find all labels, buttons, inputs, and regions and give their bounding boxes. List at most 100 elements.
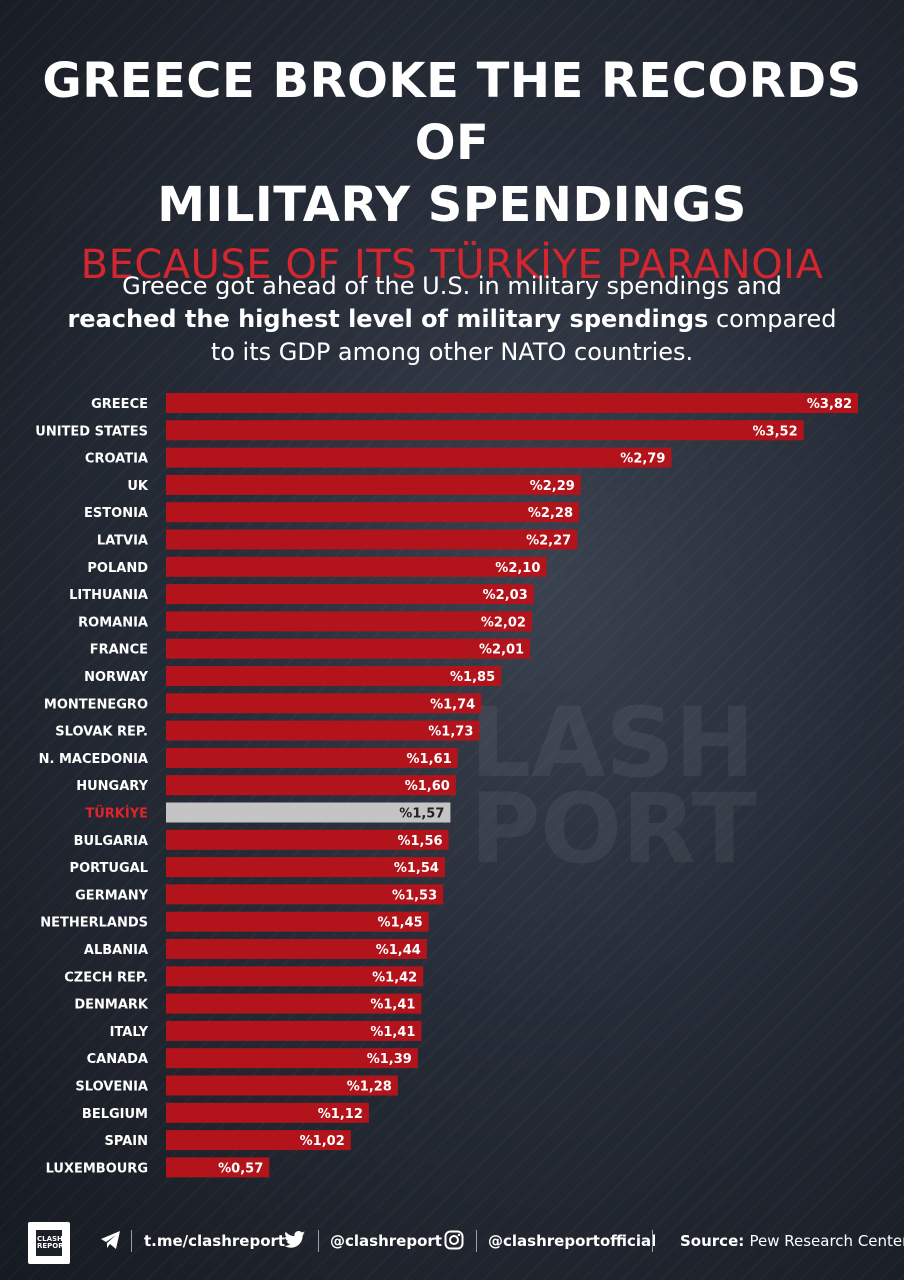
category-label-8: ROMANIA (78, 615, 148, 630)
value-label-20: %1,44 (376, 943, 421, 958)
value-label-2: %2,79 (620, 452, 665, 467)
value-label-25: %1,28 (347, 1080, 392, 1095)
value-label-10: %1,85 (450, 670, 495, 685)
value-label-27: %1,02 (300, 1134, 345, 1149)
value-label-26: %1,12 (318, 1107, 363, 1122)
category-label-6: POLAND (87, 561, 148, 576)
category-label-20: ALBANIA (84, 943, 148, 958)
description: Greece got ahead of the U.S. in military… (40, 270, 864, 369)
category-label-9: FRANCE (90, 643, 148, 658)
source-credit: Source: Pew Research Center (680, 1232, 904, 1250)
bar-11 (166, 693, 482, 714)
bar-0 (166, 393, 858, 413)
category-label-15: TÜRKİYE (85, 806, 148, 822)
category-label-26: BELGIUM (82, 1107, 148, 1122)
category-label-18: GERMANY (75, 888, 148, 903)
instagram-handle[interactable]: @clashreportofficial (488, 1232, 657, 1250)
bar-27 (166, 1130, 351, 1151)
instagram-icon (444, 1230, 464, 1250)
value-label-14: %1,60 (405, 779, 450, 794)
bar-2 (166, 447, 672, 468)
header: GREECE BROKE THE RECORDS OF MILITARY SPE… (0, 50, 904, 288)
bar-1 (166, 420, 804, 441)
category-label-5: LATVIA (97, 534, 148, 549)
bar-10 (166, 666, 502, 686)
bar-15 (166, 802, 451, 823)
value-label-16: %1,56 (397, 834, 442, 849)
bar-4 (166, 502, 580, 523)
value-label-28: %0,57 (218, 1161, 263, 1176)
category-label-13: N. MACEDONIA (39, 752, 148, 767)
divider (476, 1230, 477, 1252)
bar-25 (166, 1075, 398, 1096)
description-line-2-rest: compared (708, 305, 837, 333)
category-label-3: UK (127, 479, 149, 494)
logo-text-1: CLASH (37, 1235, 63, 1243)
bar-16 (166, 829, 449, 850)
value-label-11: %1,74 (430, 697, 475, 712)
bar-8 (166, 611, 532, 632)
category-label-24: CANADA (87, 1052, 148, 1067)
value-label-5: %2,27 (526, 534, 571, 549)
bar-3 (166, 474, 581, 495)
value-label-3: %2,29 (530, 479, 575, 494)
category-label-12: SLOVAK REP. (55, 725, 148, 740)
divider (652, 1230, 653, 1252)
title-line-2: MILITARY SPENDINGS (157, 177, 747, 233)
bar-6 (166, 556, 547, 577)
description-line-3: to its GDP among other NATO countries. (210, 338, 694, 366)
divider (131, 1230, 132, 1252)
description-line-2: reached the highest level of military sp… (40, 303, 864, 336)
bar-18 (166, 884, 444, 905)
telegram-link[interactable]: t.me/clashreport (144, 1232, 286, 1250)
source-label: Source: (680, 1232, 745, 1250)
bar-21 (166, 966, 424, 987)
value-label-17: %1,54 (394, 861, 439, 876)
title-line-1: GREECE BROKE THE RECORDS OF (42, 53, 862, 171)
watermark: LASH PORT (470, 687, 758, 886)
source-value: Pew Research Center (749, 1232, 904, 1250)
value-label-23: %1,41 (370, 1025, 415, 1040)
category-label-21: CZECH REP. (64, 970, 148, 985)
category-label-27: SPAIN (105, 1134, 148, 1149)
category-label-25: SLOVENIA (75, 1080, 148, 1095)
category-label-23: ITALY (110, 1025, 149, 1040)
value-label-18: %1,53 (392, 888, 437, 903)
value-label-6: %2,10 (495, 561, 540, 576)
category-label-0: GREECE (91, 397, 148, 412)
bar-17 (166, 857, 445, 878)
bar-12 (166, 720, 480, 741)
bar-22 (166, 993, 422, 1014)
value-label-22: %1,41 (370, 998, 415, 1013)
watermark-line-1: LASH (470, 687, 755, 799)
bar-7 (166, 584, 534, 605)
value-label-21: %1,42 (372, 970, 417, 985)
category-label-7: LITHUANIA (69, 588, 148, 603)
bar-9 (166, 638, 531, 659)
value-label-4: %2,28 (528, 506, 573, 521)
value-label-15: %1,57 (399, 807, 444, 822)
value-label-9: %2,01 (479, 643, 524, 658)
telegram-icon (101, 1231, 120, 1249)
bar-14 (166, 775, 456, 796)
category-label-19: NETHERLANDS (40, 916, 148, 931)
category-label-14: HUNGARY (76, 779, 148, 794)
value-label-13: %1,61 (407, 752, 452, 767)
category-label-4: ESTONIA (84, 506, 148, 521)
watermark-line-2: PORT (470, 773, 758, 886)
category-label-11: MONTENEGRO (44, 697, 148, 712)
value-label-19: %1,45 (378, 916, 423, 931)
category-label-22: DENMARK (74, 998, 149, 1013)
category-label-17: PORTUGAL (70, 861, 148, 876)
bar-28 (166, 1157, 270, 1178)
value-label-1: %3,52 (753, 424, 798, 439)
bar-24 (166, 1048, 418, 1069)
description-bold: reached the highest level of military sp… (67, 305, 709, 333)
clash-report-logo: CLASH REPORT (28, 1222, 70, 1264)
bar-20 (166, 939, 427, 959)
twitter-handle[interactable]: @clashreport (330, 1232, 442, 1250)
footer: CLASH REPORT t.me/clashreport @clashrepor… (0, 1218, 904, 1266)
category-label-28: LUXEMBOURG (46, 1161, 148, 1176)
twitter-icon (284, 1231, 306, 1248)
